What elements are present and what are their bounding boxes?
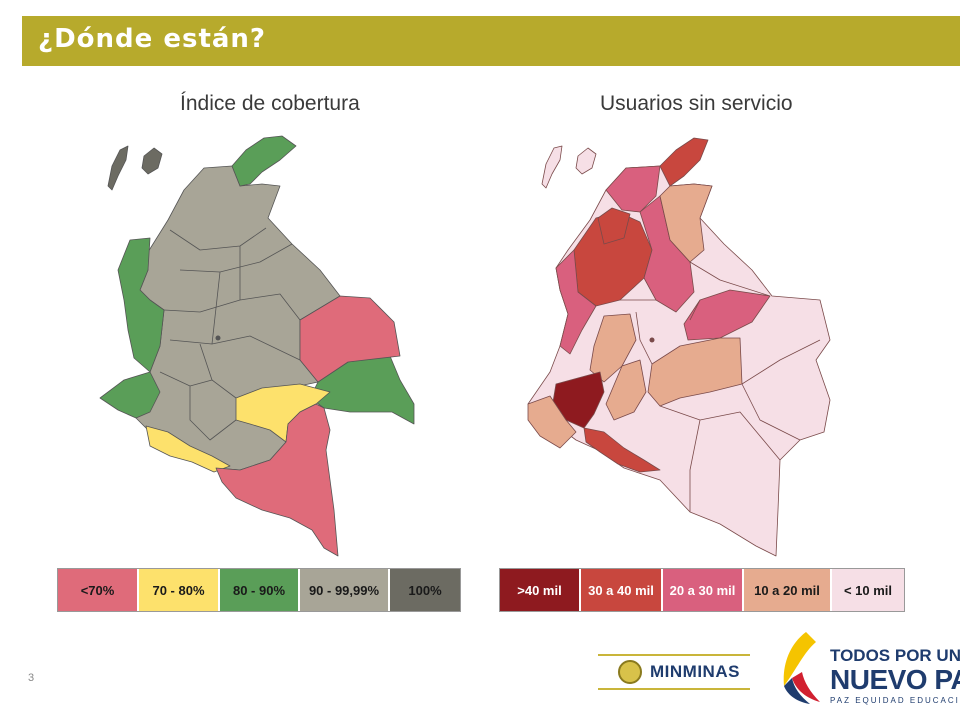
users-legend: >40 mil 30 a 40 mil 20 a 30 mil 10 a 20 … bbox=[499, 568, 905, 612]
users-region-caribbean-west bbox=[605, 165, 661, 213]
users-region-north-santander bbox=[659, 183, 713, 263]
legend-users-10-20: 10 a 20 mil bbox=[744, 569, 832, 611]
slide-number: 3 bbox=[28, 672, 35, 684]
coverage-legend: <70% 70 - 80% 80 - 90% 90 - 99,99% 100% bbox=[57, 568, 461, 612]
users-region-narino bbox=[527, 395, 577, 449]
coverage-region-south bbox=[215, 403, 339, 557]
legend-coverage-70-80: 70 - 80% bbox=[139, 569, 220, 611]
coverage-island-providencia bbox=[141, 147, 163, 175]
users-map-title: Usuarios sin servicio bbox=[600, 92, 793, 115]
users-region-cordoba bbox=[597, 207, 631, 245]
legend-coverage-90-9999: 90 - 99,99% bbox=[300, 569, 390, 611]
legend-users-20-30: 20 a 30 mil bbox=[663, 569, 744, 611]
coverage-region-choco bbox=[117, 237, 165, 373]
users-region-huila bbox=[605, 359, 647, 421]
coverage-region-guajira bbox=[231, 135, 297, 187]
users-region-arauca bbox=[683, 289, 771, 341]
page-title: ¿Dónde están? bbox=[38, 24, 267, 54]
tpunp-logo: TODOS POR UN NUEVO PAÍS PAZ EQUIDAD EDUC… bbox=[776, 630, 960, 710]
coverage-region-pacific-south bbox=[99, 371, 161, 419]
coat-of-arms-icon bbox=[618, 660, 642, 684]
coverage-region-northeast bbox=[299, 295, 401, 383]
coverage-map bbox=[99, 135, 415, 557]
minminas-logo-text: MINMINAS bbox=[650, 662, 740, 681]
users-region-guajira bbox=[659, 137, 709, 187]
legend-coverage-80-90: 80 - 90% bbox=[220, 569, 300, 611]
coverage-island-san-andres bbox=[107, 145, 129, 191]
users-map bbox=[527, 137, 831, 557]
coverage-map-title: Índice de cobertura bbox=[180, 92, 360, 115]
tpunp-line2: NUEVO PAÍS bbox=[830, 664, 960, 695]
legend-users-30-40: 30 a 40 mil bbox=[581, 569, 663, 611]
minminas-logo: MINMINAS bbox=[598, 654, 750, 690]
tpunp-line1: TODOS POR UN bbox=[830, 646, 960, 665]
legend-coverage-lt70: <70% bbox=[58, 569, 139, 611]
tpunp-line3: PAZ EQUIDAD EDUCACIÓN bbox=[830, 696, 960, 705]
users-island-providencia bbox=[575, 147, 597, 175]
flag-swoosh-icon bbox=[783, 632, 820, 704]
legend-users-lt10: < 10 mil bbox=[832, 569, 904, 611]
header-bar: ¿Dónde están? bbox=[22, 16, 960, 66]
legend-coverage-100: 100% bbox=[390, 569, 460, 611]
users-region-meta bbox=[647, 337, 743, 407]
legend-users-gt40: >40 mil bbox=[500, 569, 581, 611]
users-region-putumayo bbox=[583, 427, 661, 473]
users-island-san-andres bbox=[541, 145, 563, 189]
users-region-central bbox=[589, 313, 637, 383]
users-region-choco bbox=[555, 249, 597, 355]
